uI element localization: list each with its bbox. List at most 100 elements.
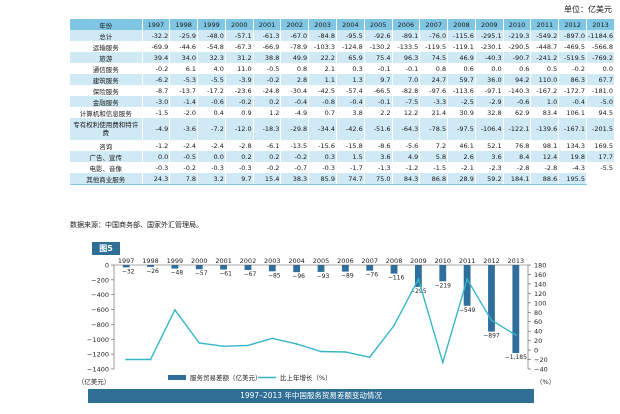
table-header-year: 2004 bbox=[336, 19, 365, 30]
table-cell: -167.2 bbox=[530, 85, 560, 96]
bar-data-label: −116 bbox=[388, 275, 405, 282]
table-cell: -1.5 bbox=[419, 162, 449, 173]
bar-data-label: −897 bbox=[483, 333, 500, 340]
x-tick-label: 2003 bbox=[264, 257, 281, 265]
row-category: 广告、宣传 bbox=[70, 151, 143, 162]
table-row: 保险服务 -8.7 -13.7 -17.2 -23.6 -24.8 -30.4 -42.5 -5… bbox=[70, 85, 615, 96]
table-cell: -25.9 bbox=[169, 30, 199, 41]
table-cell: -0.4 bbox=[336, 96, 365, 107]
table-cell: 98.1 bbox=[530, 140, 560, 151]
table-cell: -97.6 bbox=[419, 85, 449, 96]
bar-data-label: −549 bbox=[459, 307, 476, 314]
x-tick-label: 2007 bbox=[361, 257, 378, 265]
table-cell: 28.9 bbox=[447, 173, 476, 185]
bar-data-label: −61 bbox=[219, 271, 232, 278]
table-header-year: 1998 bbox=[169, 19, 199, 30]
table-cell: -1.4 bbox=[169, 96, 199, 107]
table-cell: -2.8 bbox=[530, 162, 560, 173]
table-cell: 0.6 bbox=[503, 63, 532, 74]
growth-point bbox=[393, 324, 395, 327]
table-cell: -106.4 bbox=[475, 118, 504, 140]
row-category: 专有权利使用费和特许费 bbox=[70, 118, 143, 140]
table-cell: 0.0 bbox=[142, 151, 171, 162]
table-cell: -2.5 bbox=[447, 96, 476, 107]
table-cell: -566.8 bbox=[586, 41, 615, 52]
table-cell: 74.7 bbox=[336, 173, 365, 185]
bar-data-label: −32 bbox=[122, 268, 135, 275]
bar-data-label: −26 bbox=[146, 268, 159, 275]
table-cell: -15.8 bbox=[336, 140, 365, 151]
x-tick-label: 1999 bbox=[167, 257, 184, 265]
table-cell: 106.1 bbox=[558, 107, 587, 118]
table-cell: -469.5 bbox=[558, 41, 587, 52]
table-cell: 85.9 bbox=[308, 173, 337, 185]
table-cell: -448.7 bbox=[530, 41, 560, 52]
bar-data-label: −93 bbox=[317, 273, 330, 280]
table-header-year: 2000 bbox=[225, 19, 254, 30]
y-right-tick-label: 140 bbox=[534, 280, 546, 288]
table-cell: -0.2 bbox=[225, 96, 254, 107]
table-cell: -113.6 bbox=[447, 85, 476, 96]
table-cell: -0.2 bbox=[253, 74, 282, 85]
y-left-tick-label: −800 bbox=[91, 321, 109, 329]
table-cell: 52.1 bbox=[475, 140, 504, 151]
table-cell: -18.3 bbox=[253, 118, 282, 140]
table-cell: 76.8 bbox=[503, 140, 532, 151]
table-header-year: 2010 bbox=[503, 19, 532, 30]
table-cell: 2.1 bbox=[308, 63, 337, 74]
table-cell: -5.5 bbox=[586, 162, 615, 173]
table-cell: 31.2 bbox=[225, 52, 254, 63]
table-cell: -17.2 bbox=[197, 85, 226, 96]
table-cell: 67.7 bbox=[586, 74, 615, 85]
table-cell: 59.2 bbox=[475, 173, 504, 185]
table-cell: -2.9 bbox=[475, 96, 504, 107]
table-cell: -2.8 bbox=[503, 162, 532, 173]
table-cell: -0.2 bbox=[253, 162, 282, 173]
table-cell: 96.3 bbox=[392, 52, 421, 63]
table-cell: -78.9 bbox=[280, 41, 310, 52]
table-cell: -7.2 bbox=[197, 118, 226, 140]
table-header-year: 2003 bbox=[308, 19, 337, 30]
table-row: 金融服务 -3.0 -1.4 -0.6 -0.2 0.2 -0.4 -0.8 -0.4 -0.1-… bbox=[70, 96, 615, 107]
x-tick-label: 2006 bbox=[337, 257, 354, 265]
table-cell: -5.3 bbox=[169, 74, 199, 85]
legend-bar-label: 服务贸易差额（亿美元） bbox=[190, 373, 262, 382]
table-cell: 4.0 bbox=[197, 63, 226, 74]
table-cell: -0.7 bbox=[280, 162, 310, 173]
table-cell: 83.4 bbox=[530, 107, 560, 118]
growth-point bbox=[222, 345, 225, 348]
table-header-year: 1997 bbox=[142, 19, 171, 30]
table-cell: -119.1 bbox=[447, 41, 476, 52]
table-cell: -3.3 bbox=[419, 96, 449, 107]
growth-point bbox=[514, 334, 517, 336]
table-cell: 4.9 bbox=[392, 151, 421, 162]
x-tick-label: 2001 bbox=[215, 257, 232, 265]
table-cell: -295.1 bbox=[475, 30, 504, 41]
table-cell: -0.8 bbox=[308, 96, 337, 107]
table-cell: -140.3 bbox=[503, 85, 532, 96]
table-cell: -0.1 bbox=[364, 96, 393, 107]
balance-chart: −32 −26 −48 −57 −61 −67 −85 −96 −93 −89 −76 −116 −29… bbox=[78, 257, 555, 386]
table-cell: 34.0 bbox=[169, 52, 199, 63]
table-cell: -23.6 bbox=[225, 85, 254, 96]
table-cell: 0.6 bbox=[447, 63, 476, 74]
table-cell: -519.5 bbox=[558, 52, 587, 63]
table-cell: -0.5 bbox=[169, 151, 199, 162]
table-cell: -0.2 bbox=[142, 63, 171, 74]
growth-point bbox=[344, 351, 347, 353]
y-right-tick-label: 60 bbox=[534, 318, 542, 326]
bar bbox=[415, 265, 422, 287]
table-cell: -12.0 bbox=[225, 118, 254, 140]
table-header-year: 2008 bbox=[447, 19, 476, 30]
table-cell: -34.4 bbox=[308, 118, 337, 140]
bar-data-label: −89 bbox=[341, 273, 354, 280]
table-cell: -61.3 bbox=[253, 30, 282, 41]
table-cell: -84.8 bbox=[308, 30, 337, 41]
table-cell: -0.3 bbox=[197, 162, 226, 173]
x-tick-label: 1997 bbox=[118, 257, 135, 265]
row-category: 旅游 bbox=[70, 52, 143, 63]
y-right-tick-label: 0 bbox=[534, 347, 538, 355]
table-cell: -1.2 bbox=[142, 140, 171, 151]
table-cell: -0.4 bbox=[558, 96, 587, 107]
table-cell: -2.4 bbox=[197, 140, 226, 151]
